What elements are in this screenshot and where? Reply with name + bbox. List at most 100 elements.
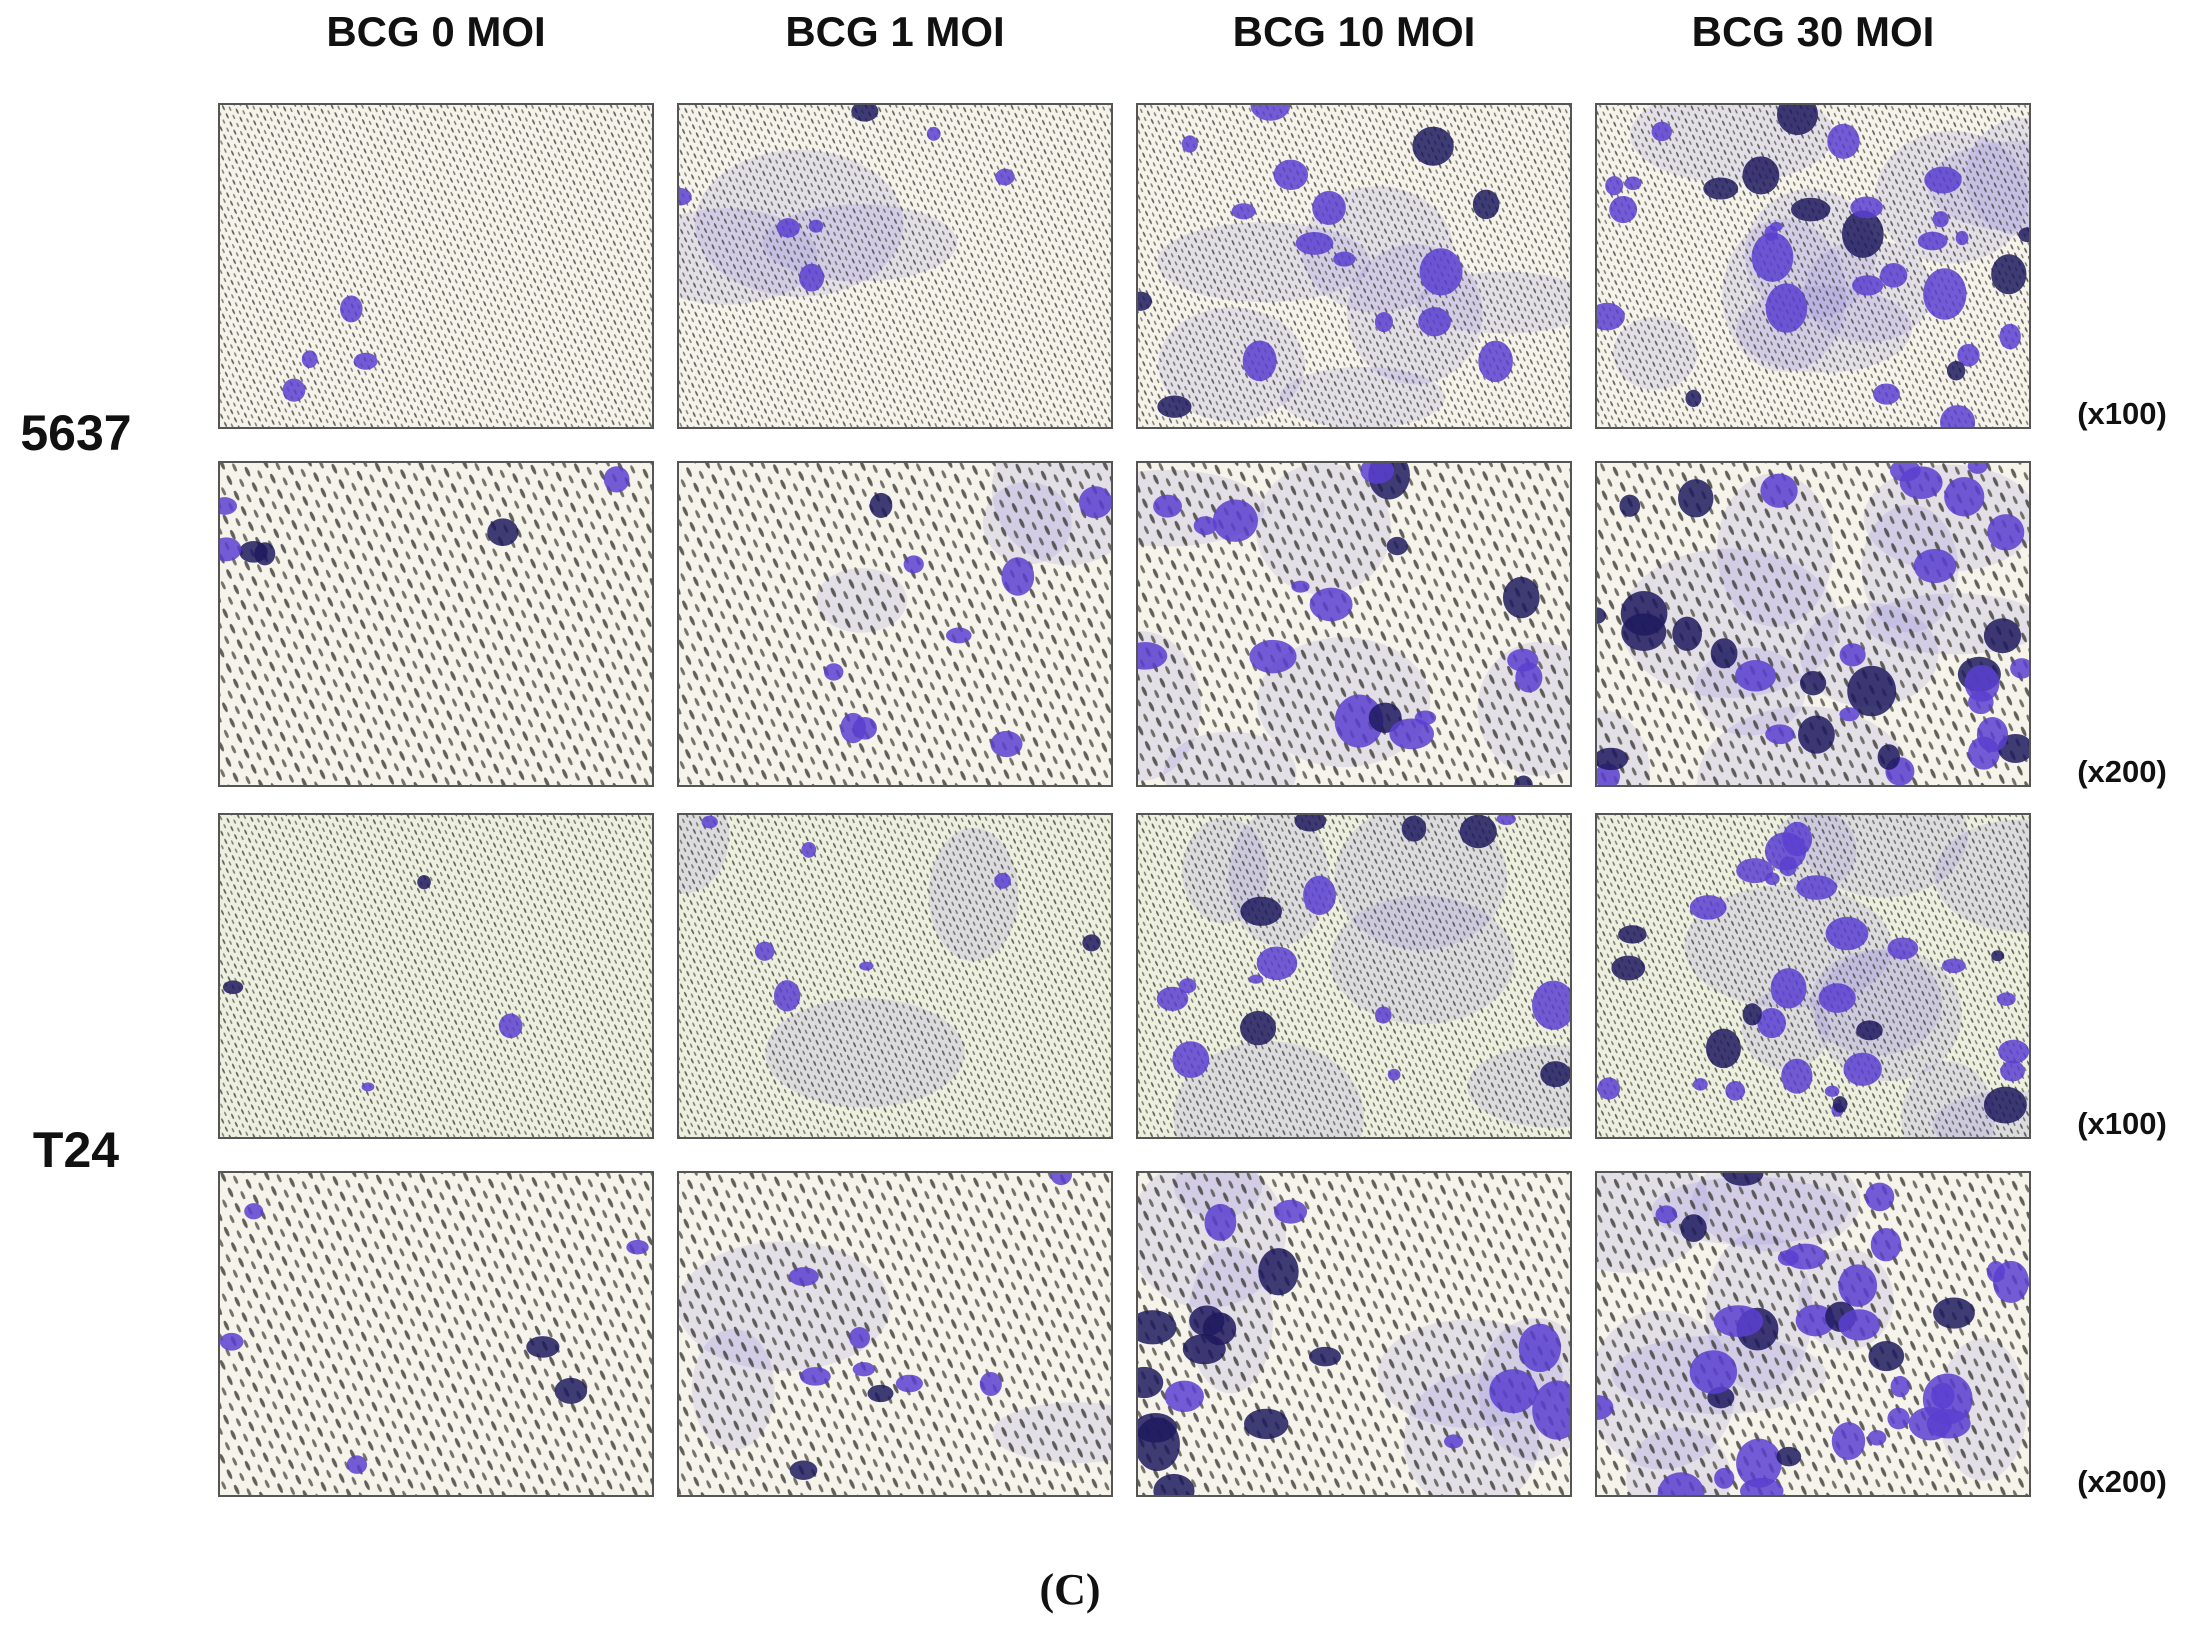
frame: [1595, 813, 2031, 1139]
stained-cell: [1742, 156, 1780, 195]
stained-cell: [1839, 643, 1866, 667]
cell-texture: [678, 462, 1112, 786]
stained-cell: [1685, 389, 1702, 408]
stained-cell: [2018, 227, 2030, 243]
stained-cell: [1249, 639, 1297, 674]
micrograph-content: [678, 814, 1112, 1138]
micrograph: [677, 103, 1113, 429]
stained-cell: [851, 104, 879, 122]
micrograph: [1136, 813, 1572, 1139]
stained-cell: [1991, 254, 2027, 295]
stained-cell: [869, 492, 893, 518]
magnification-label: (x100): [2077, 1106, 2167, 1141]
stained-cell: [1887, 1407, 1910, 1430]
stained-cell: [1873, 383, 1900, 405]
stained-cell: [1996, 992, 2016, 1006]
stained-cell: [1831, 1422, 1866, 1461]
stained-cell: [1156, 986, 1189, 1011]
micrograph: [1595, 813, 2031, 1139]
stained-cell: [1777, 1249, 1799, 1266]
stained-cell: [788, 1267, 819, 1287]
stained-cell: [1496, 814, 1516, 826]
stained-cell: [1999, 323, 2021, 350]
stained-cell: [1651, 121, 1673, 142]
stained-cell: [1922, 1373, 1973, 1425]
stained-cell: [1333, 251, 1356, 267]
stained-cell: [1933, 1297, 1975, 1329]
stained-cell: [554, 1377, 588, 1404]
stained-cell: [1865, 1182, 1895, 1212]
stained-cell: [1256, 946, 1298, 981]
stained-cell: [254, 542, 276, 566]
stained-cell: [1308, 1346, 1342, 1367]
stained-cell: [773, 980, 801, 1012]
stained-cell: [1838, 1264, 1878, 1307]
stained-cell: [1515, 662, 1543, 693]
stained-cell: [1389, 718, 1435, 750]
stained-cell: [1824, 1085, 1840, 1097]
stained-cell: [1779, 856, 1797, 877]
frame: [677, 1171, 1113, 1497]
frame: [218, 813, 654, 1139]
stained-cell: [1609, 195, 1638, 224]
cell-texture: [1137, 104, 1571, 428]
stained-cell: [701, 815, 718, 829]
stained-cell: [1386, 536, 1408, 556]
stained-cell: [219, 497, 238, 515]
stained-cell: [222, 980, 244, 995]
stained-cell: [1880, 263, 1908, 288]
stained-cell: [1414, 710, 1437, 726]
stained-cell: [1983, 618, 2022, 654]
stained-cell: [1001, 557, 1035, 596]
stained-cell: [1736, 858, 1774, 884]
stained-cell: [1274, 1199, 1308, 1224]
stained-cell: [487, 518, 519, 547]
stained-cell: [1913, 548, 1957, 584]
frame: [1136, 103, 1572, 429]
image-grid: [218, 103, 2031, 1497]
stained-cell: [1946, 360, 1966, 381]
stained-cell: [1781, 1058, 1813, 1094]
stained-cell: [1212, 499, 1258, 542]
micrograph-content: [1137, 104, 1571, 428]
stained-cell: [1309, 587, 1353, 622]
stained-cell: [808, 219, 824, 233]
stained-cell: [1841, 210, 1884, 258]
stained-cell: [1825, 916, 1869, 951]
stained-cell: [1722, 1172, 1764, 1186]
stained-cell: [1181, 135, 1198, 153]
stained-cell: [1514, 775, 1533, 786]
stained-cell: [1240, 1010, 1277, 1046]
stained-cell: [1983, 1086, 2027, 1124]
stained-cell: [1760, 473, 1798, 508]
stained-cell: [859, 961, 874, 971]
stained-cell: [1987, 514, 2025, 551]
frame: [677, 461, 1113, 787]
frame: [1595, 461, 2031, 787]
stained-cell: [1867, 1430, 1887, 1446]
stained-cell: [1998, 1039, 2030, 1064]
stained-cell: [1796, 875, 1838, 900]
stained-cell: [1655, 1205, 1678, 1224]
stained-cell: [1739, 1477, 1784, 1496]
panel-label: (C): [1039, 1565, 1100, 1614]
stained-cell: [626, 1239, 649, 1255]
stained-cell: [244, 1203, 264, 1220]
stained-cell: [1776, 104, 1818, 136]
micrograph: [1595, 461, 2031, 787]
stained-cell: [1312, 190, 1346, 225]
cell-texture: [219, 462, 653, 786]
stained-cell: [1923, 268, 1967, 320]
stained-cell: [1137, 642, 1168, 670]
stained-cell: [799, 1367, 831, 1386]
micrograph-content: [678, 1172, 1112, 1496]
stained-cell: [498, 1013, 523, 1039]
stained-cell: [1624, 176, 1642, 191]
frame: [218, 461, 654, 787]
stained-cell: [1374, 1006, 1392, 1024]
magnification-label: (x200): [2077, 1464, 2167, 1499]
stained-cell: [1843, 1052, 1882, 1086]
stained-cell: [1725, 1080, 1746, 1101]
stained-cell: [219, 537, 242, 562]
stained-cell: [789, 1460, 818, 1481]
